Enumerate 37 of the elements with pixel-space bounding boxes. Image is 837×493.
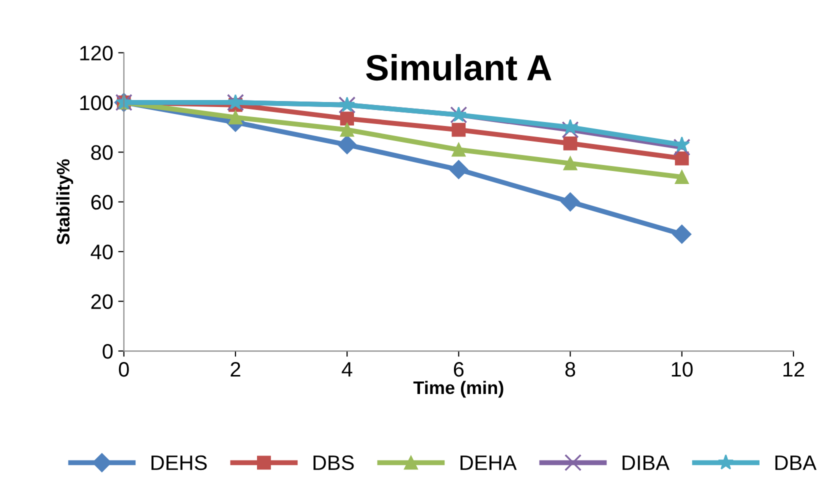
legend-label: DBA bbox=[775, 456, 817, 470]
point bbox=[563, 156, 578, 170]
y-tick-label: 20 bbox=[91, 294, 113, 310]
legend-label: DIBA bbox=[622, 456, 670, 470]
x-axis-title: Time (min) bbox=[413, 380, 504, 398]
legend-label: DEHA bbox=[460, 456, 517, 470]
point bbox=[672, 224, 692, 244]
point bbox=[673, 138, 690, 156]
point bbox=[340, 122, 354, 137]
point bbox=[452, 142, 466, 157]
y-axis-title: Stability% bbox=[56, 159, 74, 245]
point bbox=[338, 135, 357, 154]
point bbox=[560, 192, 580, 212]
x-tick-label: 6 bbox=[454, 362, 464, 377]
y-tick-label: 80 bbox=[91, 145, 113, 160]
point bbox=[563, 136, 578, 150]
x-tick-label: 4 bbox=[342, 362, 352, 377]
x-tick-label: 0 bbox=[118, 362, 129, 377]
chart-title: Simulant A bbox=[366, 54, 552, 81]
point bbox=[340, 112, 354, 126]
point bbox=[452, 122, 466, 137]
legend-label: DEHS bbox=[152, 455, 207, 470]
x-tick-label: 8 bbox=[565, 362, 576, 377]
point bbox=[674, 170, 689, 184]
point bbox=[674, 151, 689, 166]
point bbox=[562, 121, 579, 138]
x-tick-label: 10 bbox=[672, 362, 693, 377]
x-tick-label: 12 bbox=[783, 362, 804, 377]
x-tick-label: 2 bbox=[230, 362, 240, 377]
y-tick-label: 60 bbox=[91, 194, 113, 210]
point bbox=[562, 118, 578, 134]
y-tick-label: 0 bbox=[102, 344, 113, 359]
y-tick-label: 40 bbox=[90, 244, 113, 260]
y-tick-label: 100 bbox=[80, 95, 113, 110]
point bbox=[449, 160, 468, 180]
legend-label: DBS bbox=[314, 455, 354, 470]
y-tick-label: 120 bbox=[80, 46, 113, 61]
